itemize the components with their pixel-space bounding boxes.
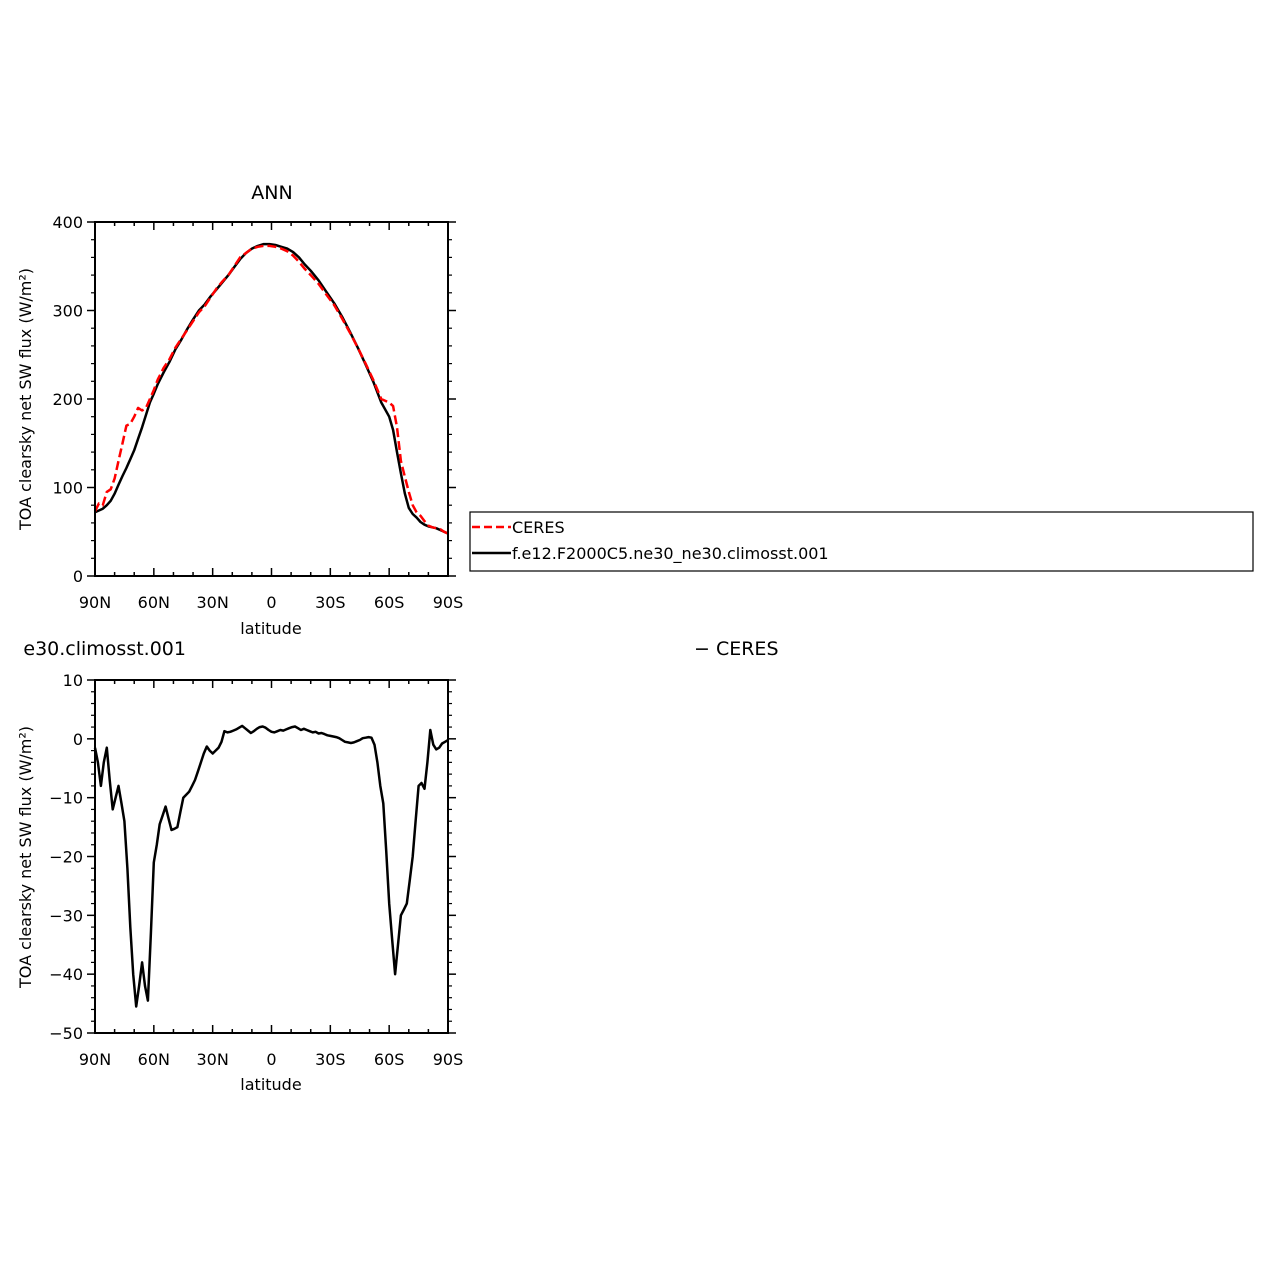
top-y-tick-label: 0 — [73, 567, 83, 586]
bottom-x-tick-label: 90N — [79, 1050, 111, 1069]
bottom-y-tick-label: −50 — [49, 1024, 83, 1043]
bottom-x-axis-label: latitude — [240, 1075, 301, 1094]
bottom-y-tick-label: −20 — [49, 848, 83, 867]
top-y-tick-label: 400 — [52, 213, 83, 232]
bottom-y-tick-label: 10 — [63, 671, 83, 690]
top-plot-lines — [93, 242, 449, 535]
top-x-tick-label: 90N — [79, 593, 111, 612]
top-x-tick-label: 60N — [138, 593, 170, 612]
bottom-y-tick-label: −30 — [49, 906, 83, 925]
top-axis-ticks: 90N 60N 30N 0 30S 60S 90S 0 100 200 300 400 — [52, 213, 463, 612]
bottom-plot-frame — [94, 679, 449, 1034]
legend-label-ceres: CERES — [512, 518, 565, 537]
top-plot-frame — [94, 221, 449, 577]
top-plot-title: ANN — [251, 182, 292, 204]
top-x-tick-label: 90S — [433, 593, 464, 612]
bottom-plot-lines — [93, 724, 449, 1008]
bottom-x-tick-label: 90S — [433, 1050, 464, 1069]
bottom-y-axis-label: TOA clearsky net SW flux (W/m²) — [16, 726, 35, 989]
bottom-x-tick-label: 0 — [266, 1050, 276, 1069]
top-y-tick-label: 200 — [52, 390, 83, 409]
legend-box — [469, 511, 1254, 572]
top-x-tick-label: 60S — [374, 593, 405, 612]
legend-label-model: f.e12.F2000C5.ne30_ne30.climosst.001 — [512, 544, 829, 564]
bottom-y-tick-label: 0 — [73, 730, 83, 749]
top-series-line-1 — [94, 242, 449, 535]
top-x-axis-label: latitude — [240, 619, 301, 638]
top-x-tick-label: 30S — [315, 593, 346, 612]
bottom-y-tick-label: −40 — [49, 965, 83, 984]
top-panel: ANN 90N 60N 30N 0 30S 60S 90S 0 100 200 300 400 lat… — [16, 182, 463, 638]
top-x-tick-label: 0 — [266, 593, 276, 612]
bottom-panel: e30.climosst.001 − CERES 90N 60N 30N 0 30S 60… — [16, 638, 779, 1094]
top-y-axis-label: TOA clearsky net SW flux (W/m²) — [16, 268, 35, 531]
bottom-x-tick-label: 30N — [197, 1050, 229, 1069]
bottom-y-tick-label: −10 — [49, 789, 83, 808]
top-y-tick-label: 100 — [52, 479, 83, 498]
bottom-series-line-0 — [93, 724, 449, 1008]
top-x-tick-label: 30N — [197, 593, 229, 612]
bottom-plot-title-left: e30.climosst.001 — [23, 638, 186, 660]
bottom-x-tick-label: 30S — [315, 1050, 346, 1069]
top-series-line-0 — [93, 244, 449, 535]
top-y-tick-label: 300 — [52, 302, 83, 321]
bottom-plot-title-right: − CERES — [694, 638, 779, 660]
legend: CERES f.e12.F2000C5.ne30_ne30.climosst.0… — [469, 511, 1254, 572]
bottom-x-tick-label: 60N — [138, 1050, 170, 1069]
bottom-x-tick-label: 60S — [374, 1050, 405, 1069]
